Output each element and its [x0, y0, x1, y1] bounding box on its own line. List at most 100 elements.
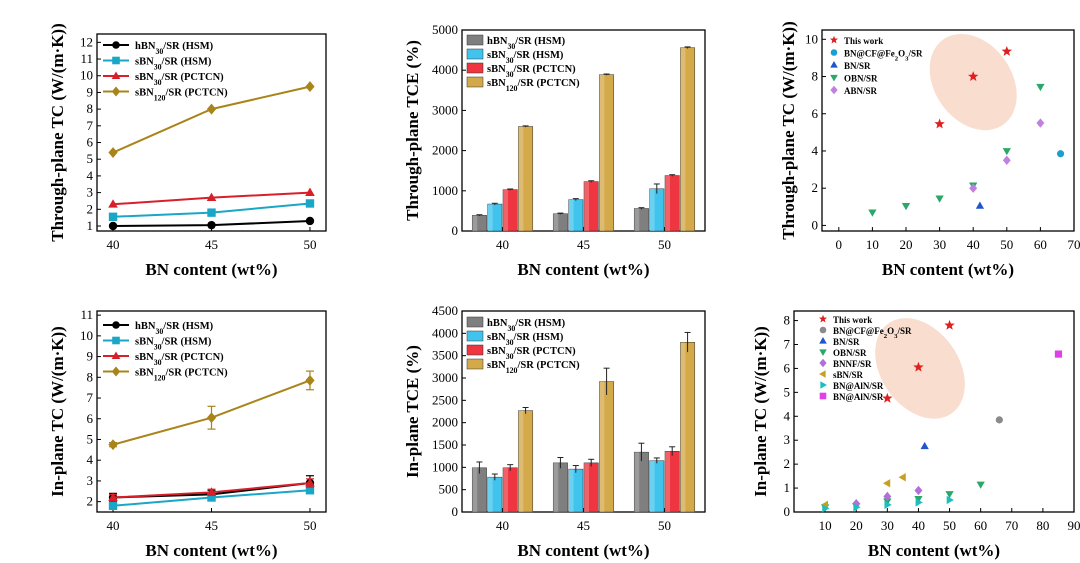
bar-highlight [584, 181, 590, 231]
legend-swatch [466, 34, 484, 46]
x-tick-label: 40 [967, 237, 980, 252]
x-tick-label: 50 [658, 518, 671, 533]
data-point [883, 479, 891, 488]
panel-b: 0 1000 2000 3000 4000 5000 40 45 50 BN content (w… [403, 22, 706, 279]
y-tick-label: 8 [784, 313, 791, 328]
legend-label: sBN120/SR (PCTCN) [487, 360, 580, 375]
y-tick-label: 4500 [432, 303, 458, 318]
legend-swatch [466, 62, 484, 74]
x-tick-label: 40 [107, 237, 120, 252]
x-tick-label: 50 [303, 237, 316, 252]
data-point [853, 503, 861, 512]
y-tick-label: 2500 [432, 392, 458, 407]
legend-label: sBN30/SR (HSM) [135, 57, 212, 72]
x-tick-label: 10 [819, 518, 832, 533]
legend-marker [819, 392, 827, 400]
y-tick-label: 7 [87, 118, 94, 133]
bar-highlight [665, 175, 671, 231]
data-point [108, 221, 118, 231]
y-tick-label: 4 [784, 408, 791, 423]
data-point [1002, 155, 1011, 165]
panel-f: 0 1 2 3 4 5 6 7 8 10 20 30 40 50 60 70 80 90 BN content (w… [751, 310, 1080, 560]
y-tick-label: 1000 [432, 183, 458, 198]
y-tick-label: 6 [812, 106, 819, 121]
y-tick-label: 8 [87, 101, 94, 116]
y-tick-label: 8 [87, 369, 94, 384]
legend: hBN30/SR (HSM)sBN30/SR (HSM)sBN30/SR (PC… [103, 321, 228, 382]
data-point [206, 192, 217, 201]
data-point [207, 220, 216, 230]
y-tick-label: 4000 [432, 325, 458, 340]
data-point [305, 477, 315, 487]
x-tick-label: 90 [1068, 518, 1080, 533]
y-tick-label: 2000 [432, 143, 458, 158]
y-tick-label: 6 [784, 360, 791, 375]
data-point [945, 491, 954, 499]
legend-marker [112, 41, 120, 49]
data-point [1001, 45, 1012, 56]
x-axis-label: BN content (wt%) [882, 260, 1014, 279]
y-tick-label: 11 [80, 51, 93, 66]
bar-highlight [634, 452, 640, 512]
legend-swatch [466, 344, 484, 356]
legend-marker [819, 358, 827, 368]
y-tick-label: 1 [784, 480, 791, 495]
x-tick-label: 60 [1034, 237, 1047, 252]
y-tick-label: 1500 [432, 437, 458, 452]
x-tick-label: 70 [1068, 237, 1080, 252]
data-point [1054, 350, 1063, 358]
data-point [108, 212, 118, 222]
legend-marker [830, 49, 838, 56]
y-axis-label: In-plane TC (W/(m·K)) [48, 326, 67, 497]
data-point [968, 71, 979, 81]
y-tick-label: 0 [452, 223, 459, 238]
y-axis-label: Through-plane TC (W/(m·K)) [779, 21, 798, 240]
bar-highlight [680, 47, 686, 231]
legend-swatch [466, 316, 484, 328]
bar-highlight [568, 469, 574, 512]
bar-highlight [680, 342, 686, 512]
legend-label: OBN/SR [833, 348, 867, 358]
y-tick-label: 1000 [432, 459, 458, 474]
y-tick-label: 3000 [432, 102, 458, 117]
legend-swatch [466, 48, 484, 60]
legend-label: BN@CF@Fe2O3/SR [844, 49, 923, 63]
panel-e: 0 500 1000 1500 2000 2500 3000 3500 4000 4500 40 45… [403, 303, 706, 560]
y-tick-label: 2 [784, 456, 791, 471]
x-tick-label: 45 [577, 518, 590, 533]
legend-marker [111, 351, 121, 360]
y-tick-label: 2000 [432, 415, 458, 430]
x-tick-label: 45 [577, 237, 590, 252]
y-tick-label: 11 [80, 307, 93, 322]
data-point [995, 416, 1003, 424]
legend-label: sBN30/SR (PCTCN) [135, 72, 224, 87]
legend-label: hBN30/SR (HSM) [487, 318, 566, 333]
x-tick-label: 40 [496, 518, 509, 533]
data-point [883, 491, 892, 502]
plot-frame [793, 310, 1075, 513]
y-tick-label: 7 [87, 390, 94, 405]
bar-highlight [472, 215, 478, 231]
y-tick-label: 500 [439, 482, 459, 497]
data-point [305, 374, 315, 386]
bar-highlight [568, 199, 574, 231]
legend-label: ABN/SR [844, 86, 878, 96]
data-point [934, 118, 945, 129]
data-point [207, 493, 216, 502]
bar-highlight [487, 477, 493, 512]
data-point [108, 439, 118, 451]
legend-marker [818, 314, 828, 323]
legend-marker [819, 349, 827, 356]
bar-highlight [503, 189, 509, 231]
y-tick-label: 6 [87, 135, 94, 150]
data-point [207, 208, 216, 217]
x-tick-label: 10 [866, 237, 879, 252]
data-point [914, 495, 923, 504]
legend-label: sBN/SR [833, 370, 864, 380]
bar-highlight [649, 188, 655, 231]
legend-marker [829, 35, 839, 44]
y-tick-label: 5 [87, 431, 94, 446]
x-tick-label: 50 [303, 518, 316, 533]
legend: hBN30/SR (HSM)sBN30/SR (HSM)sBN30/SR (PC… [103, 41, 228, 102]
